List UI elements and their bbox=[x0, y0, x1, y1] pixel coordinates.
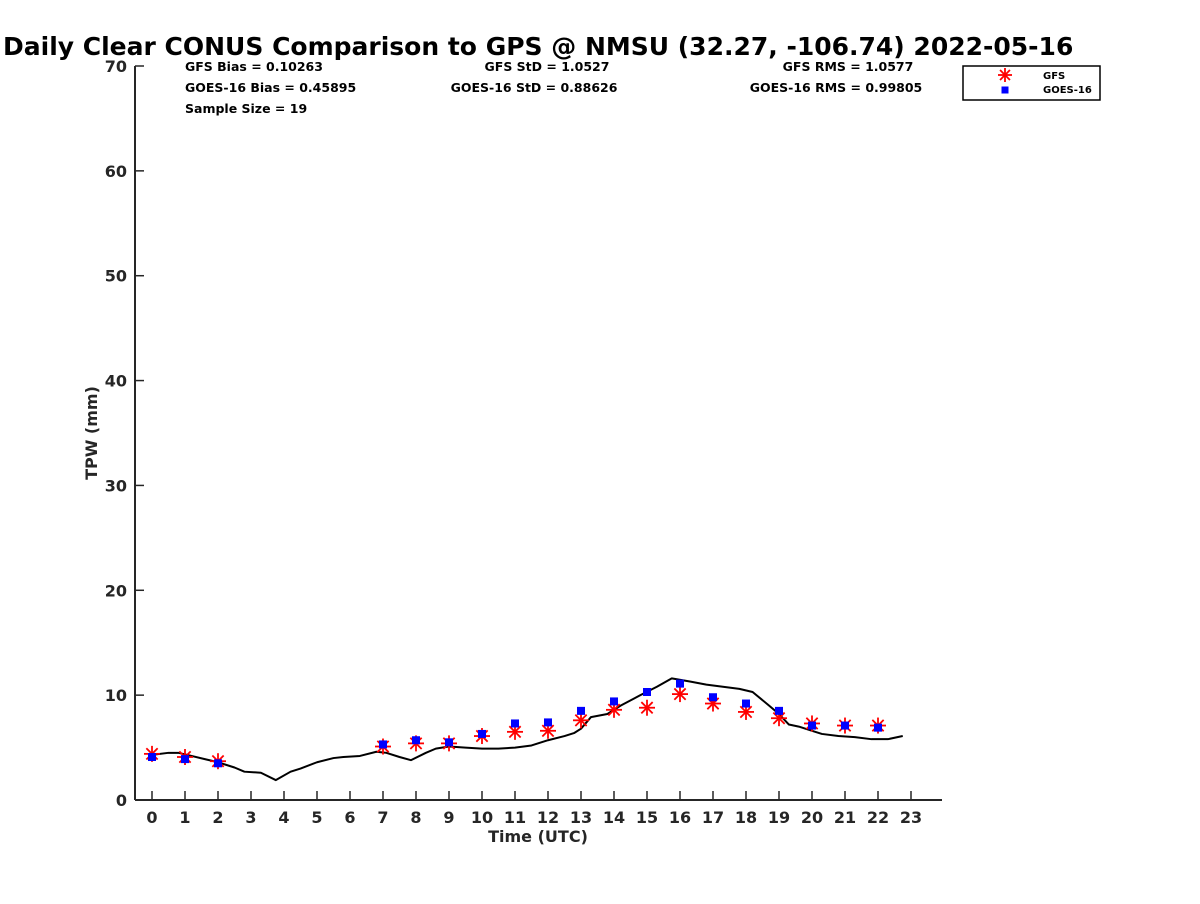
goes-point bbox=[445, 738, 453, 747]
x-tick-label: 6 bbox=[344, 808, 355, 827]
x-tick-label: 11 bbox=[504, 808, 526, 827]
x-tick-label: 14 bbox=[603, 808, 625, 827]
legend-box bbox=[962, 65, 1101, 101]
y-tick-label: 60 bbox=[105, 162, 127, 181]
legend-goes-marker bbox=[1001, 86, 1009, 94]
stat-goes-rms: GOES-16 RMS = 0.99805 bbox=[750, 80, 923, 95]
gfs-point bbox=[573, 712, 589, 729]
goes-point bbox=[379, 740, 387, 749]
x-tick-label: 10 bbox=[471, 808, 493, 827]
goes-point bbox=[643, 687, 651, 696]
x-tick-label: 12 bbox=[537, 808, 559, 827]
gps-line bbox=[151, 677, 903, 782]
x-tick-label: 4 bbox=[278, 808, 289, 827]
plot-area bbox=[144, 677, 903, 782]
x-tick-label: 17 bbox=[702, 808, 724, 827]
goes-point bbox=[709, 693, 717, 702]
x-tick-label: 8 bbox=[410, 808, 421, 827]
x-tick-label: 1 bbox=[179, 808, 190, 827]
x-tick-label: 22 bbox=[867, 808, 889, 827]
y-tick-label: 30 bbox=[105, 476, 127, 495]
y-tick-label: 10 bbox=[105, 686, 127, 705]
goes-point bbox=[577, 706, 585, 715]
legend-gfs-asterisk bbox=[998, 68, 1012, 82]
stat-gfs-rms: GFS RMS = 1.0577 bbox=[783, 59, 914, 74]
goes-point bbox=[214, 759, 222, 768]
stat-goes-bias: GOES-16 Bias = 0.45895 bbox=[185, 80, 356, 95]
y-tick-label: 0 bbox=[116, 791, 127, 810]
stats-block: GFS Bias = 0.10263 GOES-16 Bias = 0.4589… bbox=[185, 59, 922, 116]
legend-goes-label: GOES-16 bbox=[1043, 85, 1092, 96]
stat-sample-size: Sample Size = 19 bbox=[185, 101, 307, 116]
y-tick-label: 40 bbox=[105, 372, 127, 391]
goes-point bbox=[808, 721, 816, 730]
legend-gfs-marker bbox=[998, 68, 1012, 82]
stat-gfs-bias: GFS Bias = 0.10263 bbox=[185, 59, 323, 74]
chart-title: Daily Clear CONUS Comparison to GPS @ NM… bbox=[3, 32, 1073, 61]
goes-point bbox=[610, 697, 618, 706]
y-axis-label: TPW (mm) bbox=[82, 386, 101, 480]
gfs-point bbox=[606, 701, 622, 718]
x-tick-label: 15 bbox=[636, 808, 658, 827]
x-tick-label: 9 bbox=[443, 808, 454, 827]
x-tick-label: 16 bbox=[669, 808, 691, 827]
goes-point bbox=[874, 723, 882, 732]
goes-point bbox=[841, 721, 849, 730]
y-tick-label: 50 bbox=[105, 267, 127, 286]
gfs-point bbox=[639, 699, 655, 716]
goes-point bbox=[511, 719, 519, 728]
x-axis-label: Time (UTC) bbox=[488, 827, 588, 846]
x-tick-label: 21 bbox=[834, 808, 856, 827]
y-tick-label: 70 bbox=[105, 57, 127, 76]
x-tick-label: 0 bbox=[146, 808, 157, 827]
y-tick-label: 20 bbox=[105, 581, 127, 600]
stat-goes-std: GOES-16 StD = 0.88626 bbox=[451, 80, 618, 95]
x-tick-label: 20 bbox=[801, 808, 823, 827]
x-tick-label: 19 bbox=[768, 808, 790, 827]
goes-point bbox=[478, 729, 486, 738]
goes-point bbox=[775, 706, 783, 715]
x-tick-label: 2 bbox=[212, 808, 223, 827]
goes-point bbox=[742, 699, 750, 708]
legend-gfs-label: GFS bbox=[1043, 71, 1065, 82]
x-tick-label: 23 bbox=[900, 808, 922, 827]
goes-point bbox=[412, 736, 420, 745]
x-tick-label: 5 bbox=[311, 808, 322, 827]
goes-point bbox=[181, 755, 189, 764]
goes-point bbox=[148, 753, 156, 762]
stat-gfs-std: GFS StD = 1.0527 bbox=[485, 59, 610, 74]
goes-point bbox=[544, 718, 552, 727]
gfs-point bbox=[672, 686, 688, 703]
x-tick-label: 3 bbox=[245, 808, 256, 827]
x-tick-label: 13 bbox=[570, 808, 592, 827]
legend: GFS GOES-16 bbox=[962, 65, 1101, 101]
x-tick-label: 7 bbox=[377, 808, 388, 827]
goes-point bbox=[676, 679, 684, 688]
x-tick-label: 18 bbox=[735, 808, 757, 827]
